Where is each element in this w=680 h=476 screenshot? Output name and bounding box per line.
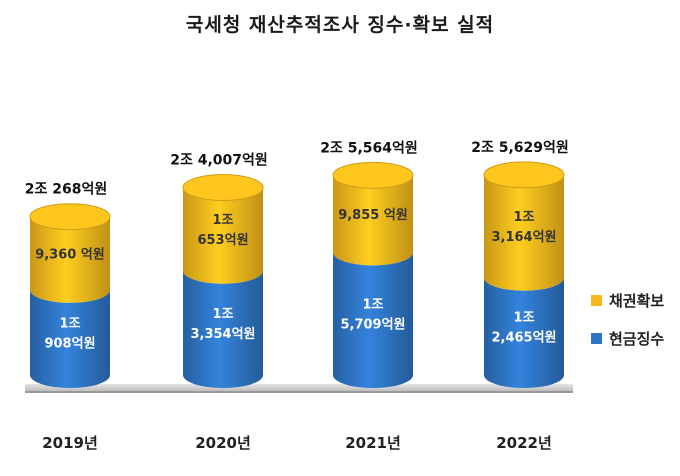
data-label: 5,709억원 [340, 318, 405, 333]
bar-segment-cash [183, 270, 263, 388]
bar-segment-cash [484, 277, 564, 388]
legend-label-cash: 현금징수 [609, 329, 665, 348]
data-label: 2,465억원 [491, 330, 556, 345]
data-label: 908억원 [44, 336, 95, 351]
bar-top-cap [483, 161, 565, 189]
bar-top-cap [182, 174, 264, 202]
x-tick-label: 2019년 [42, 434, 98, 452]
data-label: 1조 [513, 210, 534, 225]
legend-label-bond: 채권확보 [609, 291, 665, 310]
x-tick-label: 2021년 [345, 434, 401, 452]
total-label: 2조 4,007억원 [170, 153, 268, 169]
total-label: 2조 5,629억원 [471, 140, 569, 156]
legend: 채권확보 현금징수 [591, 286, 664, 362]
chart-baseline-shadow [25, 391, 573, 393]
data-label: 653억원 [197, 233, 248, 248]
bar-top-cap [29, 203, 111, 231]
x-tick-label: 2020년 [195, 434, 251, 452]
bar-group: 1조 5,709억원 9,855 억원 2조 5,564억원 [320, 140, 418, 388]
data-label: 1조 [362, 298, 383, 313]
data-label: 3,164억원 [491, 230, 556, 245]
legend-item-bond: 채권확보 [591, 286, 664, 314]
legend-item-cash: 현금징수 [591, 324, 664, 352]
bar-group: 1조 2,465억원 1조 3,164억원 2조 5,629억원 [471, 140, 569, 388]
bar-top-cap [332, 161, 414, 189]
legend-swatch-bond [591, 294, 602, 306]
bar-segment-bond [183, 187, 263, 284]
data-label: 1조 [212, 307, 233, 322]
bar-segment-bond [30, 216, 110, 303]
chart-baseline [25, 384, 573, 391]
total-label: 2조 268억원 [25, 182, 107, 198]
data-label: 9,855 억원 [338, 208, 408, 223]
data-label: 1조 [212, 213, 233, 228]
bar-segment-cash [333, 252, 413, 388]
bar-group: 1조 3,354억원 1조 653억원 2조 4,007억원 [170, 153, 268, 388]
bar-segment-bond [484, 174, 564, 291]
bar-segment-cash [30, 289, 110, 388]
data-label: 3,354억원 [190, 327, 255, 342]
bar-segment-bond [333, 175, 413, 266]
x-tick-label: 2022년 [496, 434, 552, 452]
data-label: 1조 [513, 310, 534, 325]
chart-title: 국세청 재산추적조사 징수·확보 실적 [185, 14, 495, 36]
bar-group: 1조 908억원 9,360 억원 2조 268억원 [25, 182, 111, 388]
legend-swatch-cash [591, 332, 602, 344]
total-label: 2조 5,564억원 [320, 140, 418, 156]
data-label: 9,360 억원 [35, 247, 105, 262]
data-label: 1조 [59, 316, 80, 331]
